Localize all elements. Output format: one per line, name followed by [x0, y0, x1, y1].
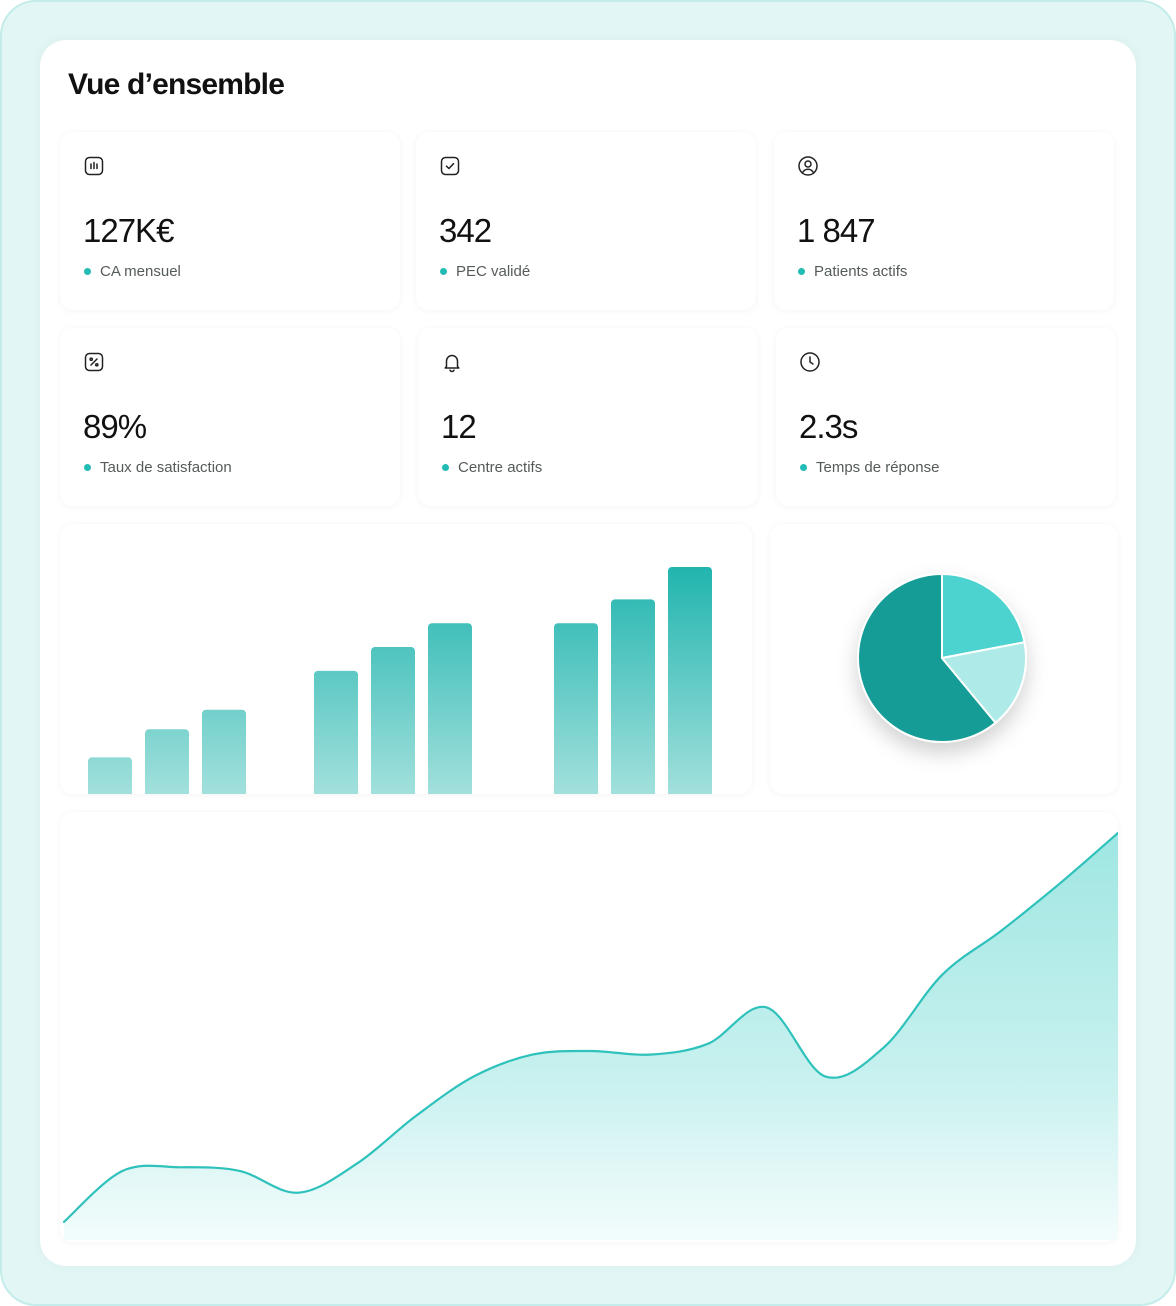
bar-group-3-bar-3[interactable] [668, 566, 712, 794]
area-line[interactable] [62, 831, 1118, 1223]
pie-slice-2[interactable] [941, 573, 1026, 659]
bar-group-1-bar-3[interactable] [202, 709, 246, 794]
kpi-card-satisfaction[interactable]: 89% Taux de satisfaction [60, 328, 400, 506]
pie-slice-3[interactable] [941, 641, 1027, 724]
kpi-card-centres[interactable]: 12 Centre actifs [418, 328, 758, 506]
status-dot [440, 268, 447, 275]
kpi-value: 127K€ [83, 212, 174, 249]
area-chart-card [60, 812, 1118, 1242]
kpi-card-revenue[interactable]: 127K€ CA mensuel [60, 132, 400, 310]
kpi-label: PEC validé [456, 263, 531, 280]
bar-group-2-bar-2[interactable] [371, 647, 415, 794]
bar-group-2-bar-3[interactable] [428, 623, 472, 794]
bar-group-2-bar-1[interactable] [314, 670, 358, 794]
area-fill [64, 832, 1118, 1240]
kpi-value: 1 847 [797, 212, 876, 249]
bar-chart-card [60, 524, 752, 794]
page-title: Vue d’ensemble [68, 68, 285, 101]
kpi-value: 12 [441, 408, 477, 445]
kpi-label: Temps de réponse [816, 459, 940, 476]
bar-group-1-bar-2[interactable] [145, 729, 189, 794]
kpi-value: 2.3s [799, 408, 858, 445]
kpi-card-patients[interactable]: 1 847 Patients actifs [774, 132, 1114, 310]
pie-slice-1[interactable] [857, 573, 997, 743]
status-dot [800, 464, 807, 471]
kpi-value: 89% [83, 408, 147, 445]
kpi-label: Taux de satisfaction [100, 459, 232, 476]
kpi-label: Centre actifs [458, 459, 543, 476]
kpi-card-pec[interactable]: 342 PEC validé [416, 132, 756, 310]
bar-chart [88, 566, 712, 794]
kpi-label: Patients actifs [814, 263, 908, 280]
check-square-icon [440, 156, 460, 176]
bar-chart-icon [84, 156, 104, 176]
kpi-value: 342 [439, 212, 492, 249]
status-dot [84, 464, 91, 471]
bell-icon [444, 354, 460, 373]
status-dot [442, 464, 449, 471]
clock-icon [800, 352, 820, 372]
area-chart [62, 831, 1118, 1240]
pie-group [857, 573, 1027, 743]
status-dot [798, 268, 805, 275]
status-dot [84, 268, 91, 275]
bar-group-1-bar-1[interactable] [88, 757, 132, 794]
kpi-card-response-time[interactable]: 2.3s Temps de réponse [776, 328, 1116, 506]
bar-group-3-bar-2[interactable] [611, 599, 655, 794]
percent-icon [84, 352, 104, 372]
pie-chart [857, 573, 1027, 743]
pie-chart-card [770, 524, 1118, 794]
user-circle-icon [798, 156, 818, 176]
kpi-label: CA mensuel [100, 263, 181, 280]
bar-group-3-bar-1[interactable] [554, 623, 598, 794]
